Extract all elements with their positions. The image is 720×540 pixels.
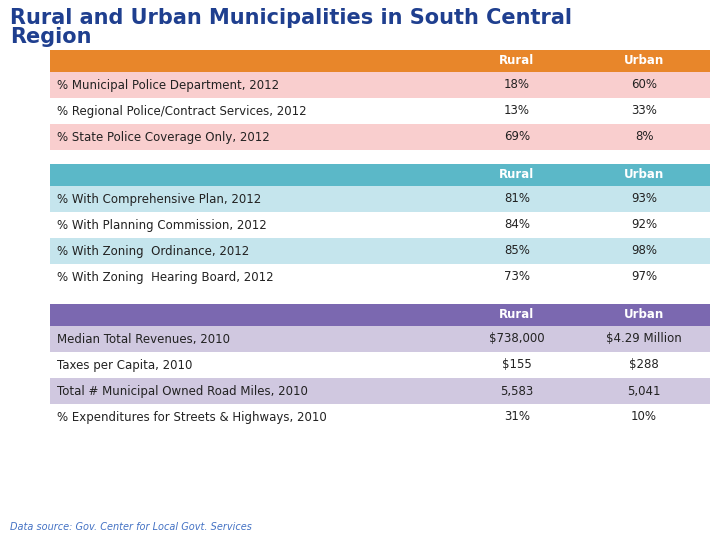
Bar (50, 212, 710, 238)
Text: 73%: 73% (504, 271, 530, 284)
Text: 10%: 10% (631, 410, 657, 423)
Text: 69%: 69% (504, 131, 530, 144)
Text: $155: $155 (502, 359, 532, 372)
Text: Urban: Urban (624, 168, 664, 181)
Text: % Expenditures for Streets & Highways, 2010: % Expenditures for Streets & Highways, 2… (57, 410, 327, 423)
Text: 13%: 13% (504, 105, 530, 118)
Text: Rural: Rural (500, 168, 534, 181)
Text: Rural: Rural (500, 55, 534, 68)
Bar (50, 186, 710, 212)
Bar (50, 124, 710, 150)
Text: 31%: 31% (504, 410, 530, 423)
Text: 8%: 8% (635, 131, 653, 144)
Text: Median Total Revenues, 2010: Median Total Revenues, 2010 (57, 333, 230, 346)
Text: % With Zoning  Hearing Board, 2012: % With Zoning Hearing Board, 2012 (57, 271, 274, 284)
Bar (50, 238, 710, 264)
Text: 97%: 97% (631, 271, 657, 284)
Text: Urban: Urban (624, 55, 664, 68)
Bar (50, 326, 710, 352)
Text: 60%: 60% (631, 78, 657, 91)
Text: % With Comprehensive Plan, 2012: % With Comprehensive Plan, 2012 (57, 192, 261, 206)
Text: Total # Municipal Owned Road Miles, 2010: Total # Municipal Owned Road Miles, 2010 (57, 384, 308, 397)
Text: 18%: 18% (504, 78, 530, 91)
Text: 33%: 33% (631, 105, 657, 118)
Text: Region: Region (10, 27, 91, 47)
Text: 5,041: 5,041 (627, 384, 661, 397)
Text: $288: $288 (629, 359, 659, 372)
Text: % Regional Police/Contract Services, 2012: % Regional Police/Contract Services, 201… (57, 105, 307, 118)
Text: % With Zoning  Ordinance, 2012: % With Zoning Ordinance, 2012 (57, 245, 249, 258)
Bar (50, 404, 710, 430)
Text: 81%: 81% (504, 192, 530, 206)
Text: % Municipal Police Department, 2012: % Municipal Police Department, 2012 (57, 78, 279, 91)
Text: $4.29 Million: $4.29 Million (606, 333, 682, 346)
Text: 92%: 92% (631, 219, 657, 232)
Text: $738,000: $738,000 (489, 333, 545, 346)
Bar (50, 352, 710, 378)
Bar (50, 98, 710, 124)
Text: 84%: 84% (504, 219, 530, 232)
Text: % With Planning Commission, 2012: % With Planning Commission, 2012 (57, 219, 266, 232)
Text: Rural and Urban Municipalities in South Central: Rural and Urban Municipalities in South … (10, 8, 572, 28)
Text: 98%: 98% (631, 245, 657, 258)
Bar (50, 50, 710, 72)
Text: Data source: Gov. Center for Local Govt. Services: Data source: Gov. Center for Local Govt.… (10, 522, 252, 532)
Text: Rural: Rural (500, 308, 534, 321)
Bar (50, 304, 710, 326)
Bar (50, 378, 710, 404)
Bar (50, 164, 710, 186)
Text: 5,583: 5,583 (500, 384, 534, 397)
Text: % State Police Coverage Only, 2012: % State Police Coverage Only, 2012 (57, 131, 270, 144)
Bar (50, 264, 710, 290)
Text: 93%: 93% (631, 192, 657, 206)
Bar (50, 72, 710, 98)
Text: Urban: Urban (624, 308, 664, 321)
Text: 85%: 85% (504, 245, 530, 258)
Text: Taxes per Capita, 2010: Taxes per Capita, 2010 (57, 359, 192, 372)
